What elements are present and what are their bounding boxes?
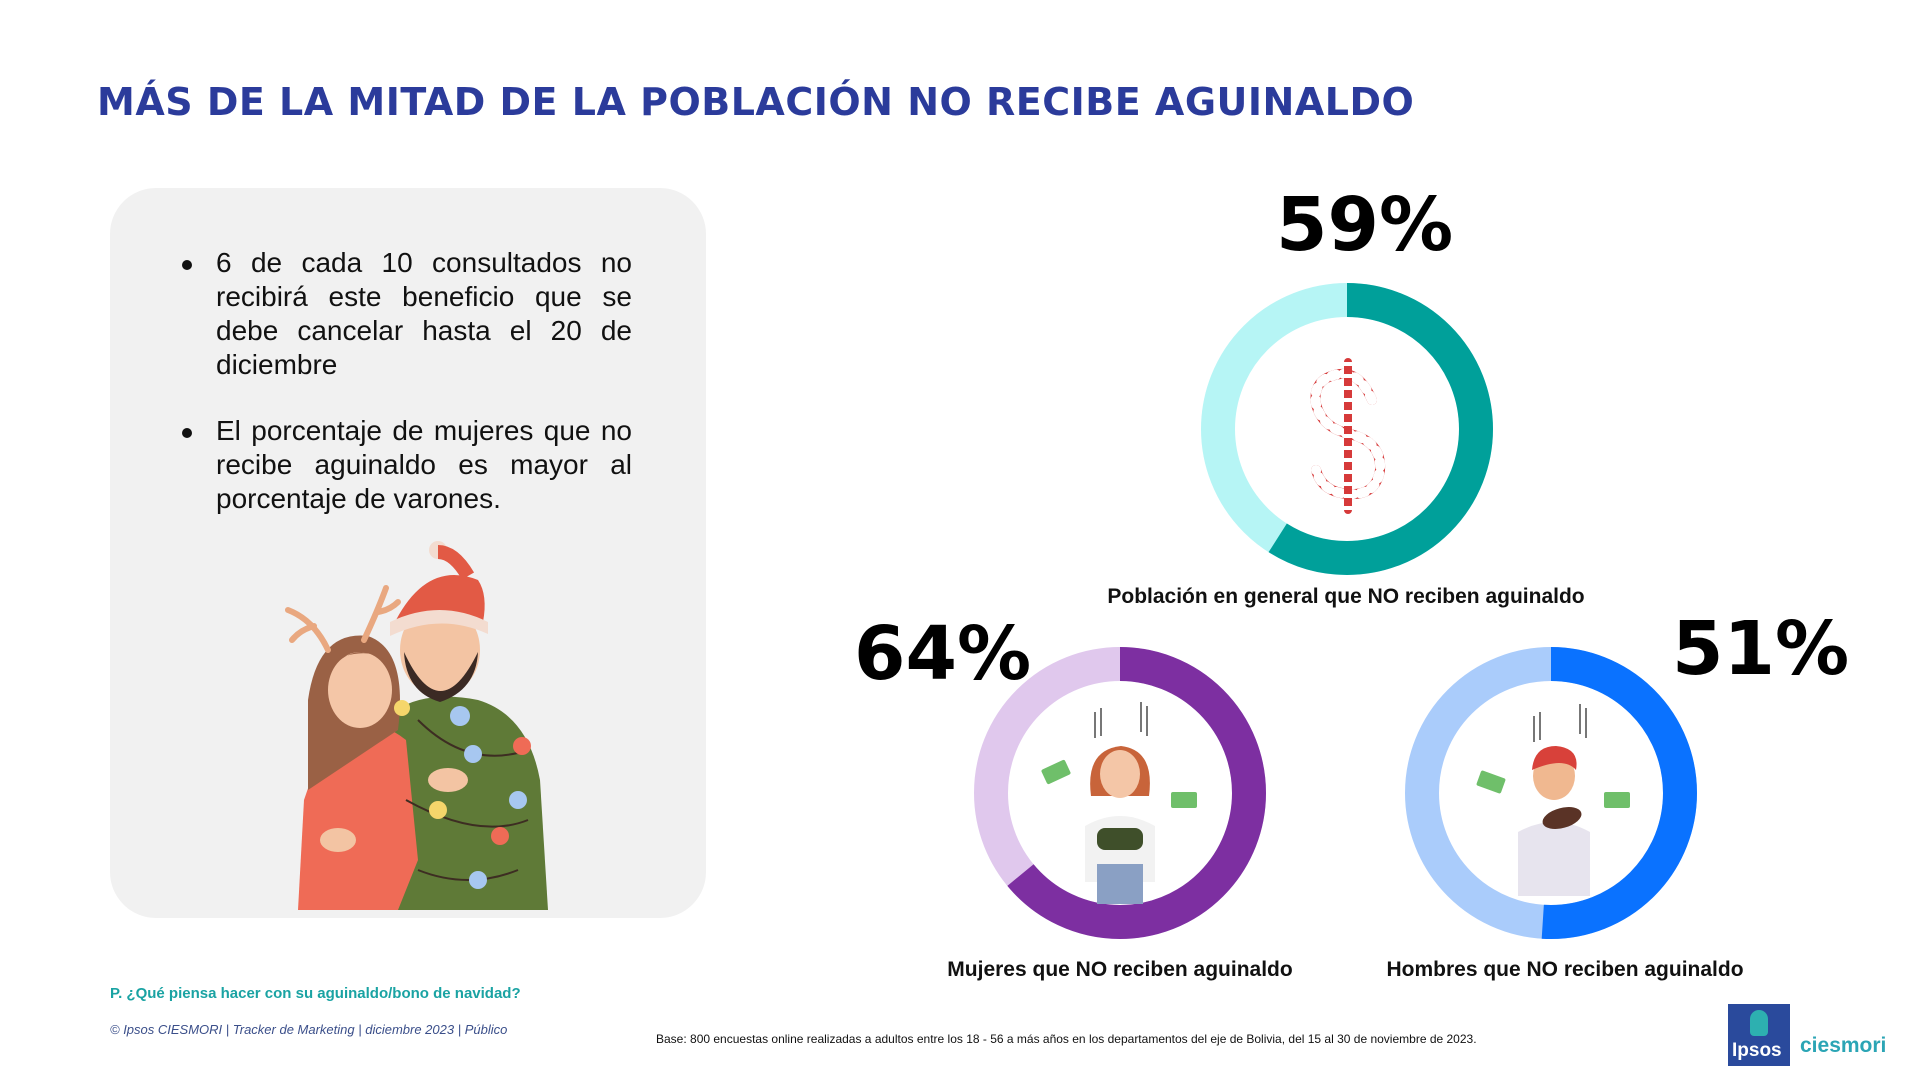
insight-text: El porcentaje de mujeres que no recibe a… bbox=[216, 415, 632, 514]
footer-credit: © Ipsos CIESMORI | Tracker de Marketing … bbox=[110, 1022, 508, 1037]
page-title: MÁS DE LA MITAD DE LA POBLACIÓN NO RECIB… bbox=[97, 80, 1415, 124]
donut-men bbox=[1405, 647, 1697, 939]
bullet-dot bbox=[182, 260, 192, 270]
bullet-dot bbox=[182, 428, 192, 438]
insight-bullet: El porcentaje de mujeres que no recibe a… bbox=[182, 414, 632, 516]
worried-woman-wallet-icon bbox=[1041, 702, 1197, 904]
worried-man-wallet-icon bbox=[1476, 704, 1630, 896]
ipsos-logo-box: Ipsos bbox=[1728, 1004, 1790, 1066]
ipsos-head-icon bbox=[1750, 1010, 1768, 1036]
general-percent: 59% bbox=[1276, 182, 1454, 268]
insight-list: 6 de cada 10 consultados no recibirá est… bbox=[182, 246, 632, 548]
donut-general bbox=[1201, 283, 1493, 575]
ipsos-ciesmori-logo: Ipsos ciesmori bbox=[1728, 1004, 1886, 1066]
christmas-couple-illustration bbox=[285, 541, 548, 910]
candy-cane-dollar-icon bbox=[1310, 358, 1386, 514]
ciesmori-logo-text: ciesmori bbox=[1800, 1034, 1887, 1057]
sample-base-note: Base: 800 encuestas online realizadas a … bbox=[656, 1032, 1477, 1046]
insight-text: 6 de cada 10 consultados no recibirá est… bbox=[216, 247, 632, 380]
women-label: Mujeres que NO reciben aguinaldo bbox=[947, 958, 1293, 981]
donut-women bbox=[974, 647, 1266, 939]
men-label: Hombres que NO reciben aguinaldo bbox=[1386, 958, 1744, 981]
insight-bullet: 6 de cada 10 consultados no recibirá est… bbox=[182, 246, 632, 382]
donut-women-arc bbox=[974, 647, 1266, 939]
donut-general-arc bbox=[1201, 283, 1493, 575]
donut-men-arc bbox=[1405, 647, 1697, 939]
men-percent: 51% bbox=[1672, 606, 1850, 692]
ipsos-logo-text: Ipsos bbox=[1732, 1040, 1782, 1061]
general-label: Población en general que NO reciben agui… bbox=[1107, 585, 1585, 608]
women-percent: 64% bbox=[854, 611, 1032, 697]
survey-question: P. ¿Qué piensa hacer con su aguinaldo/bo… bbox=[110, 985, 521, 1002]
